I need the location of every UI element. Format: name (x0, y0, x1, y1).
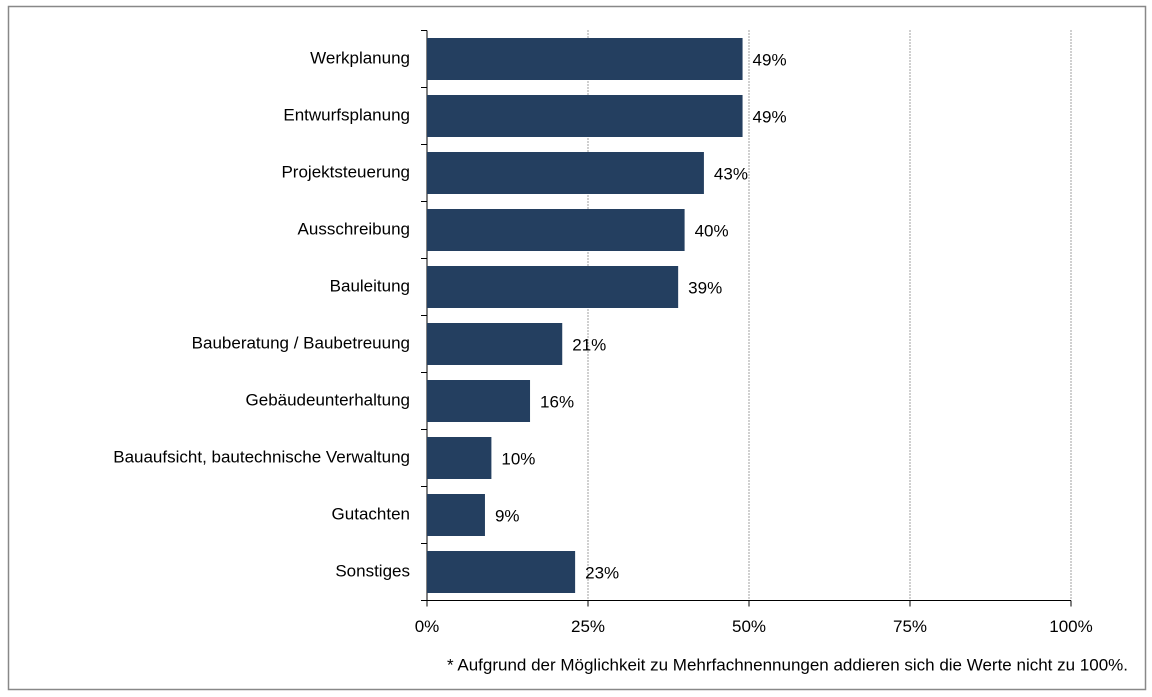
y-tick-label: Bauberatung / Baubetreuung (192, 333, 410, 352)
footnote: * Aufgrund der Möglichkeit zu Mehrfachne… (447, 655, 1128, 674)
bar (427, 209, 685, 251)
data-label: 49% (753, 50, 787, 69)
x-tick-label: 75% (893, 617, 927, 636)
y-tick-label: Projektsteuerung (281, 162, 410, 181)
data-label: 21% (572, 335, 606, 354)
data-label: 23% (585, 563, 619, 582)
y-tick-label: Gutachten (332, 504, 410, 523)
x-tick-label: 0% (415, 617, 440, 636)
data-label: 16% (540, 392, 574, 411)
data-label: 40% (695, 221, 729, 240)
data-label: 43% (714, 164, 748, 183)
data-label: 9% (495, 506, 520, 525)
y-tick-label: Gebäudeunterhaltung (246, 390, 410, 409)
data-label: 39% (688, 278, 722, 297)
y-tick-label: Werkplanung (310, 48, 410, 67)
bar (427, 95, 743, 137)
bar (427, 152, 704, 194)
x-tick-label: 50% (732, 617, 766, 636)
bar (427, 437, 492, 479)
x-tick-label: 100% (1049, 617, 1092, 636)
bar (427, 551, 576, 593)
x-tick-label: 25% (571, 617, 605, 636)
bar (427, 380, 531, 422)
bar (427, 266, 679, 308)
data-label: 49% (753, 107, 787, 126)
data-label: 10% (501, 449, 535, 468)
bar (427, 323, 563, 365)
y-tick-label: Entwurfsplanung (283, 105, 410, 124)
y-tick-label: Bauleitung (330, 276, 410, 295)
y-tick-label: Sonstiges (335, 561, 410, 580)
y-tick-label: Bauaufsicht, bautechnische Verwaltung (113, 447, 410, 466)
bar (427, 494, 485, 536)
y-tick-label: Ausschreibung (298, 219, 410, 238)
bar (427, 38, 743, 80)
